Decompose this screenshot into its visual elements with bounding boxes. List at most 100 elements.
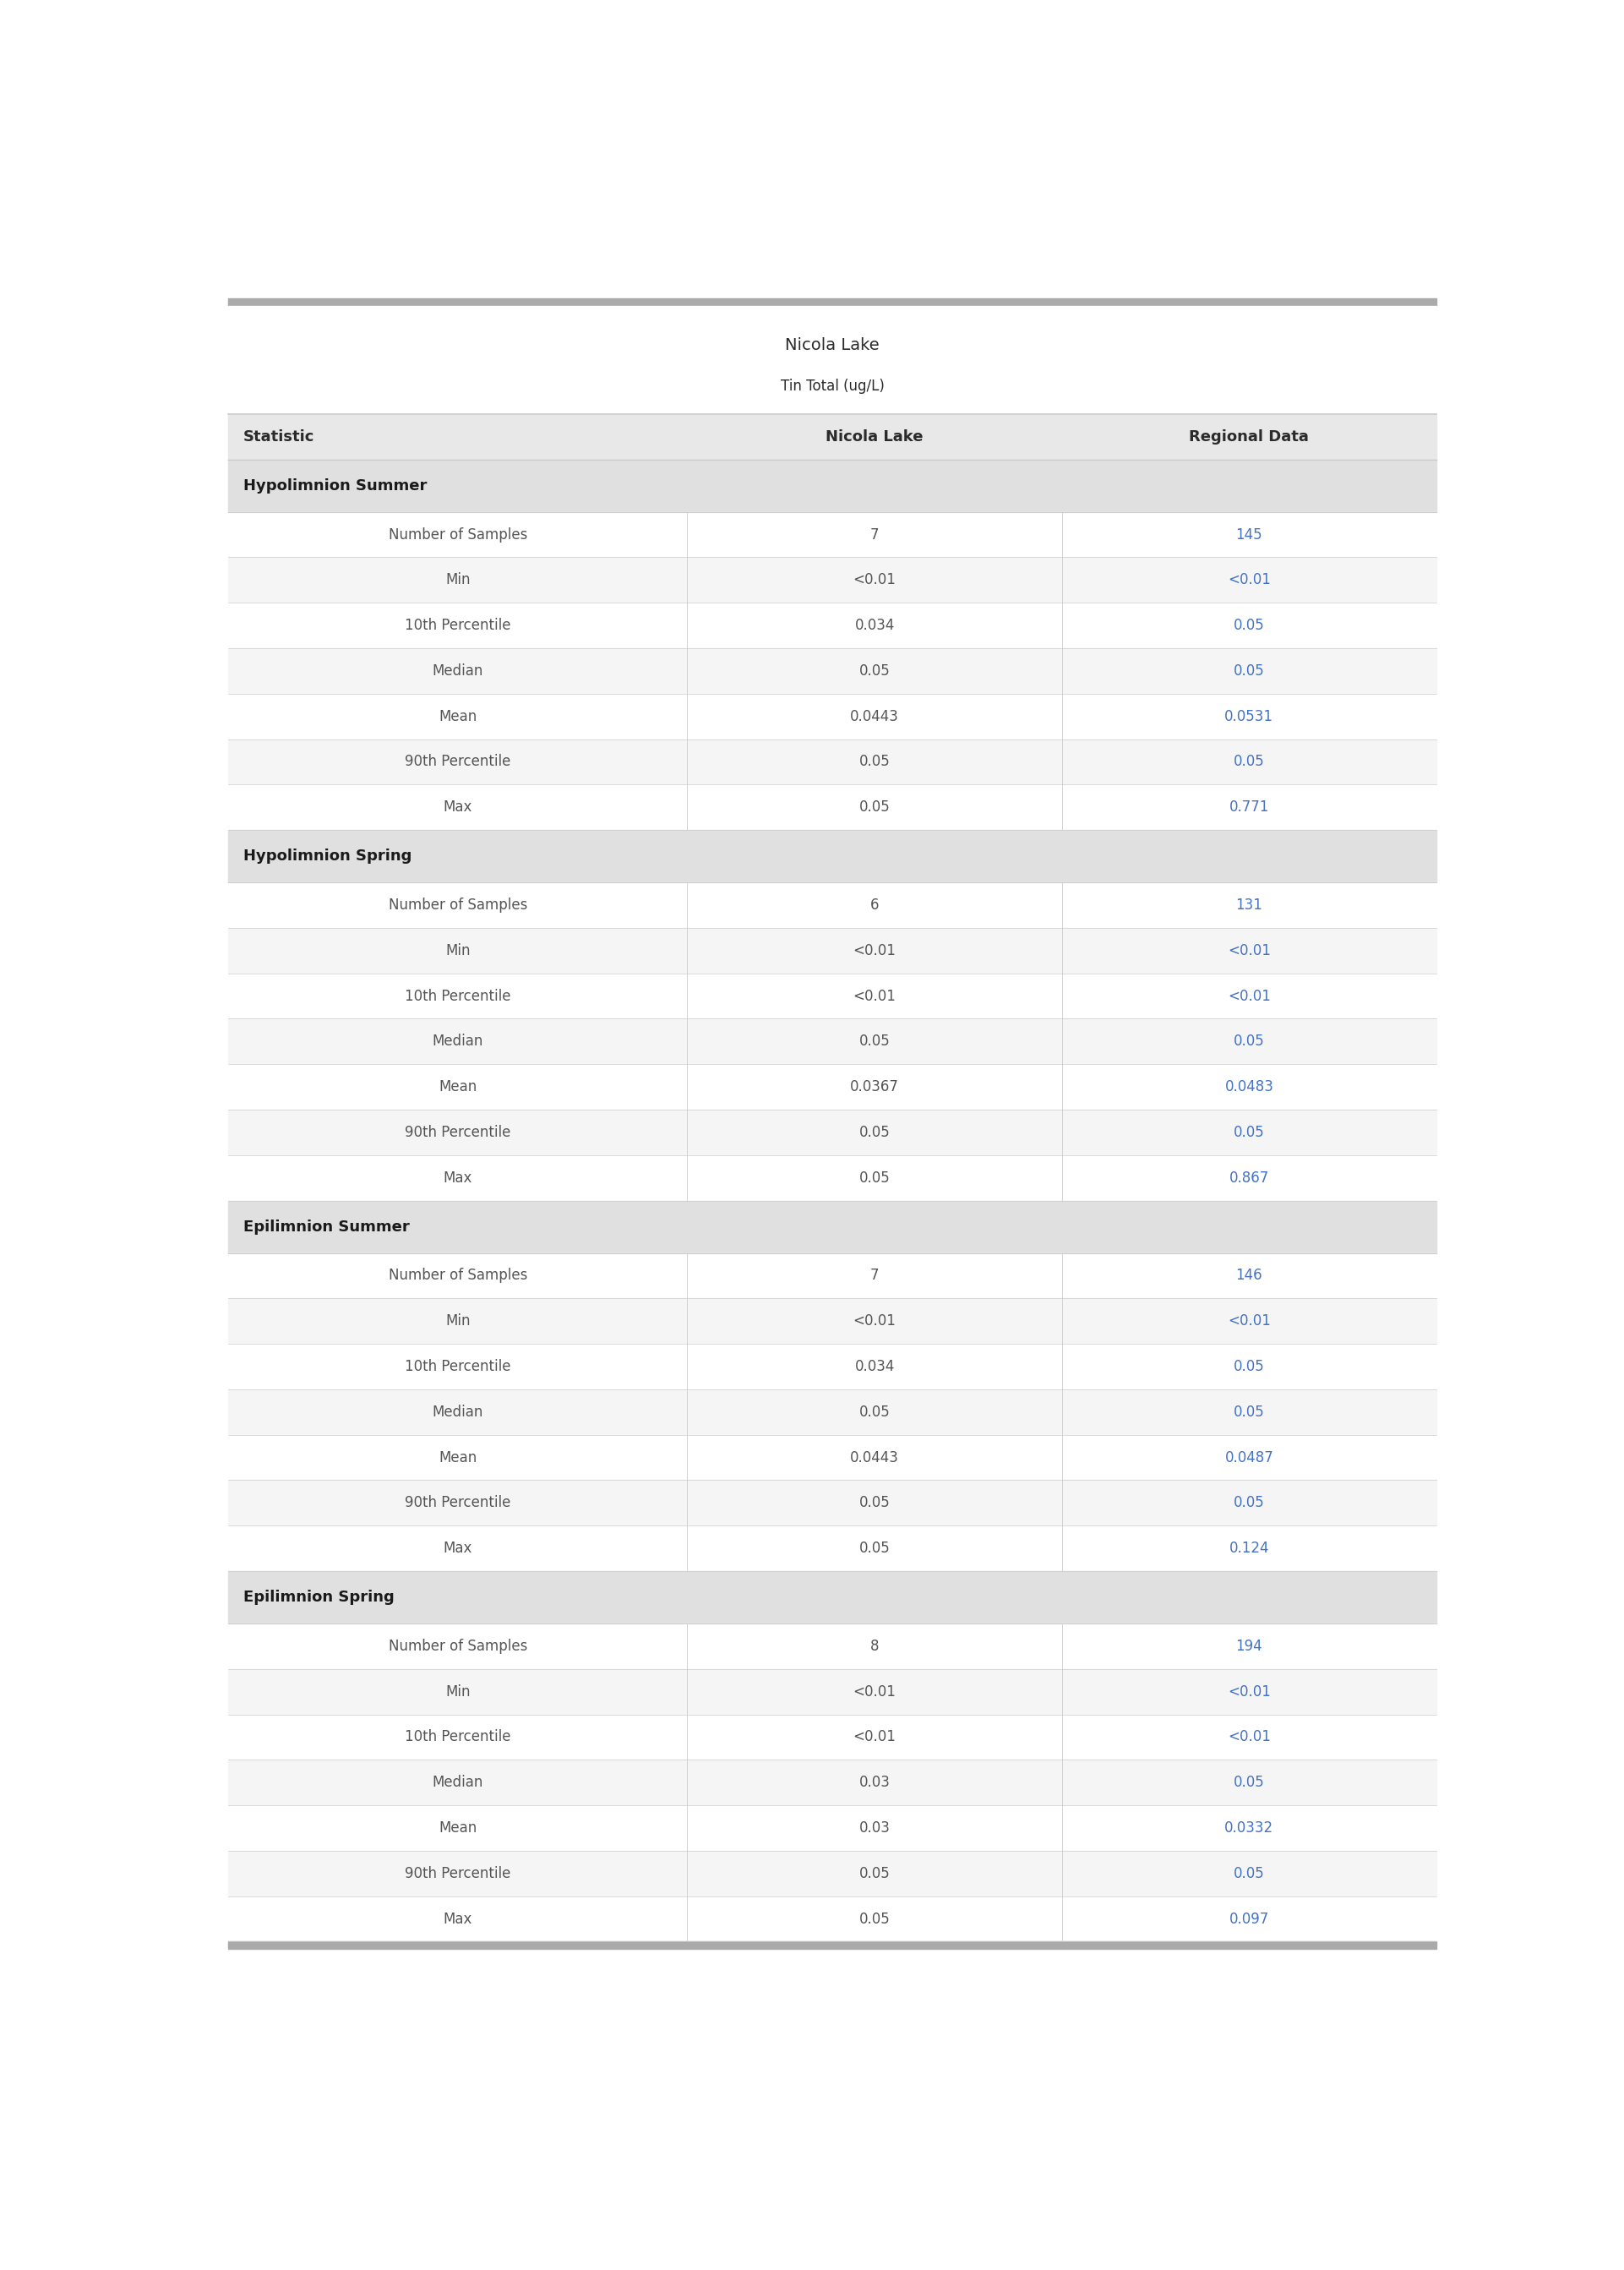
Bar — [227, 1155, 1436, 1201]
Text: Min: Min — [445, 1684, 471, 1700]
Bar — [227, 413, 1436, 459]
Bar — [227, 883, 1436, 928]
Text: 0.05: 0.05 — [859, 1496, 890, 1510]
Bar — [227, 306, 1436, 413]
Text: Min: Min — [445, 1314, 471, 1328]
Text: 0.05: 0.05 — [859, 799, 890, 815]
Text: <0.01: <0.01 — [853, 1684, 896, 1700]
Bar — [227, 1525, 1436, 1571]
Text: Number of Samples: Number of Samples — [388, 1269, 528, 1283]
Bar — [227, 558, 1436, 604]
Bar — [227, 1850, 1436, 1895]
Bar — [227, 695, 1436, 740]
Text: Min: Min — [445, 942, 471, 958]
Text: 0.05: 0.05 — [859, 1405, 890, 1419]
Text: 0.05: 0.05 — [1234, 1775, 1265, 1791]
Text: <0.01: <0.01 — [853, 942, 896, 958]
Text: Max: Max — [443, 1541, 473, 1555]
Text: Max: Max — [443, 1171, 473, 1185]
Bar — [227, 785, 1436, 831]
Text: Nicola Lake: Nicola Lake — [825, 429, 924, 445]
Bar — [227, 1389, 1436, 1435]
Bar — [227, 1668, 1436, 1714]
Bar — [227, 300, 1436, 306]
Text: 0.05: 0.05 — [1234, 663, 1265, 679]
Text: 0.05: 0.05 — [859, 754, 890, 770]
Text: 7: 7 — [870, 527, 879, 543]
Text: 90th Percentile: 90th Percentile — [404, 1496, 510, 1510]
Text: 0.05: 0.05 — [859, 1171, 890, 1185]
Bar — [227, 1253, 1436, 1298]
Text: 10th Percentile: 10th Percentile — [404, 617, 512, 633]
Bar — [227, 1895, 1436, 1941]
Text: 0.03: 0.03 — [859, 1775, 890, 1791]
Text: Number of Samples: Number of Samples — [388, 527, 528, 543]
Text: 6: 6 — [870, 897, 879, 913]
Text: <0.01: <0.01 — [1228, 1684, 1270, 1700]
Bar — [227, 740, 1436, 785]
Text: 0.05: 0.05 — [859, 1911, 890, 1927]
Text: 8: 8 — [870, 1639, 879, 1655]
Bar — [227, 1201, 1436, 1253]
Bar — [227, 604, 1436, 649]
Bar — [227, 1941, 1436, 1948]
Bar — [227, 1298, 1436, 1344]
Bar — [227, 1065, 1436, 1110]
Bar — [227, 649, 1436, 695]
Text: 0.05: 0.05 — [1234, 1033, 1265, 1049]
Text: 0.05: 0.05 — [859, 1033, 890, 1049]
Text: 0.05: 0.05 — [859, 1541, 890, 1555]
Bar — [227, 511, 1436, 558]
Bar — [227, 1435, 1436, 1480]
Text: 0.0531: 0.0531 — [1224, 708, 1273, 724]
Text: 0.0367: 0.0367 — [849, 1078, 900, 1094]
Text: Number of Samples: Number of Samples — [388, 1639, 528, 1655]
Text: 0.05: 0.05 — [1234, 1496, 1265, 1510]
Text: 0.0487: 0.0487 — [1224, 1451, 1273, 1464]
Text: Mean: Mean — [438, 708, 477, 724]
Text: 0.05: 0.05 — [859, 1866, 890, 1882]
Text: Number of Samples: Number of Samples — [388, 897, 528, 913]
Text: <0.01: <0.01 — [1228, 942, 1270, 958]
Text: 0.05: 0.05 — [859, 1124, 890, 1140]
Text: <0.01: <0.01 — [853, 1730, 896, 1746]
Text: Hypolimnion Spring: Hypolimnion Spring — [244, 849, 412, 865]
Text: Mean: Mean — [438, 1821, 477, 1836]
Text: Median: Median — [432, 1775, 484, 1791]
Text: <0.01: <0.01 — [1228, 1314, 1270, 1328]
Text: 0.05: 0.05 — [1234, 617, 1265, 633]
Text: 0.05: 0.05 — [1234, 1124, 1265, 1140]
Text: Mean: Mean — [438, 1078, 477, 1094]
Text: 10th Percentile: 10th Percentile — [404, 987, 512, 1003]
Bar — [227, 928, 1436, 974]
Text: 145: 145 — [1236, 527, 1262, 543]
Text: 131: 131 — [1236, 897, 1262, 913]
Text: <0.01: <0.01 — [853, 1314, 896, 1328]
Text: Hypolimnion Summer: Hypolimnion Summer — [244, 479, 427, 493]
Text: 0.05: 0.05 — [1234, 754, 1265, 770]
Text: 90th Percentile: 90th Percentile — [404, 1124, 510, 1140]
Text: Mean: Mean — [438, 1451, 477, 1464]
Text: Nicola Lake: Nicola Lake — [784, 336, 880, 354]
Text: 146: 146 — [1236, 1269, 1262, 1283]
Bar — [227, 974, 1436, 1019]
Text: <0.01: <0.01 — [1228, 1730, 1270, 1746]
Text: 0.05: 0.05 — [1234, 1405, 1265, 1419]
Text: 0.05: 0.05 — [1234, 1360, 1265, 1373]
Text: Tin Total (ug/L): Tin Total (ug/L) — [781, 379, 883, 395]
Text: 90th Percentile: 90th Percentile — [404, 1866, 510, 1882]
Text: <0.01: <0.01 — [853, 572, 896, 588]
Text: 10th Percentile: 10th Percentile — [404, 1360, 512, 1373]
Bar — [227, 1344, 1436, 1389]
Text: <0.01: <0.01 — [1228, 987, 1270, 1003]
Bar — [227, 1623, 1436, 1668]
Text: 0.124: 0.124 — [1229, 1541, 1270, 1555]
Text: 0.034: 0.034 — [854, 617, 895, 633]
Text: 194: 194 — [1236, 1639, 1262, 1655]
Bar — [227, 1759, 1436, 1805]
Text: <0.01: <0.01 — [1228, 572, 1270, 588]
Text: 90th Percentile: 90th Percentile — [404, 754, 510, 770]
Text: Regional Data: Regional Data — [1189, 429, 1309, 445]
Text: 0.0443: 0.0443 — [849, 708, 900, 724]
Text: 0.867: 0.867 — [1229, 1171, 1268, 1185]
